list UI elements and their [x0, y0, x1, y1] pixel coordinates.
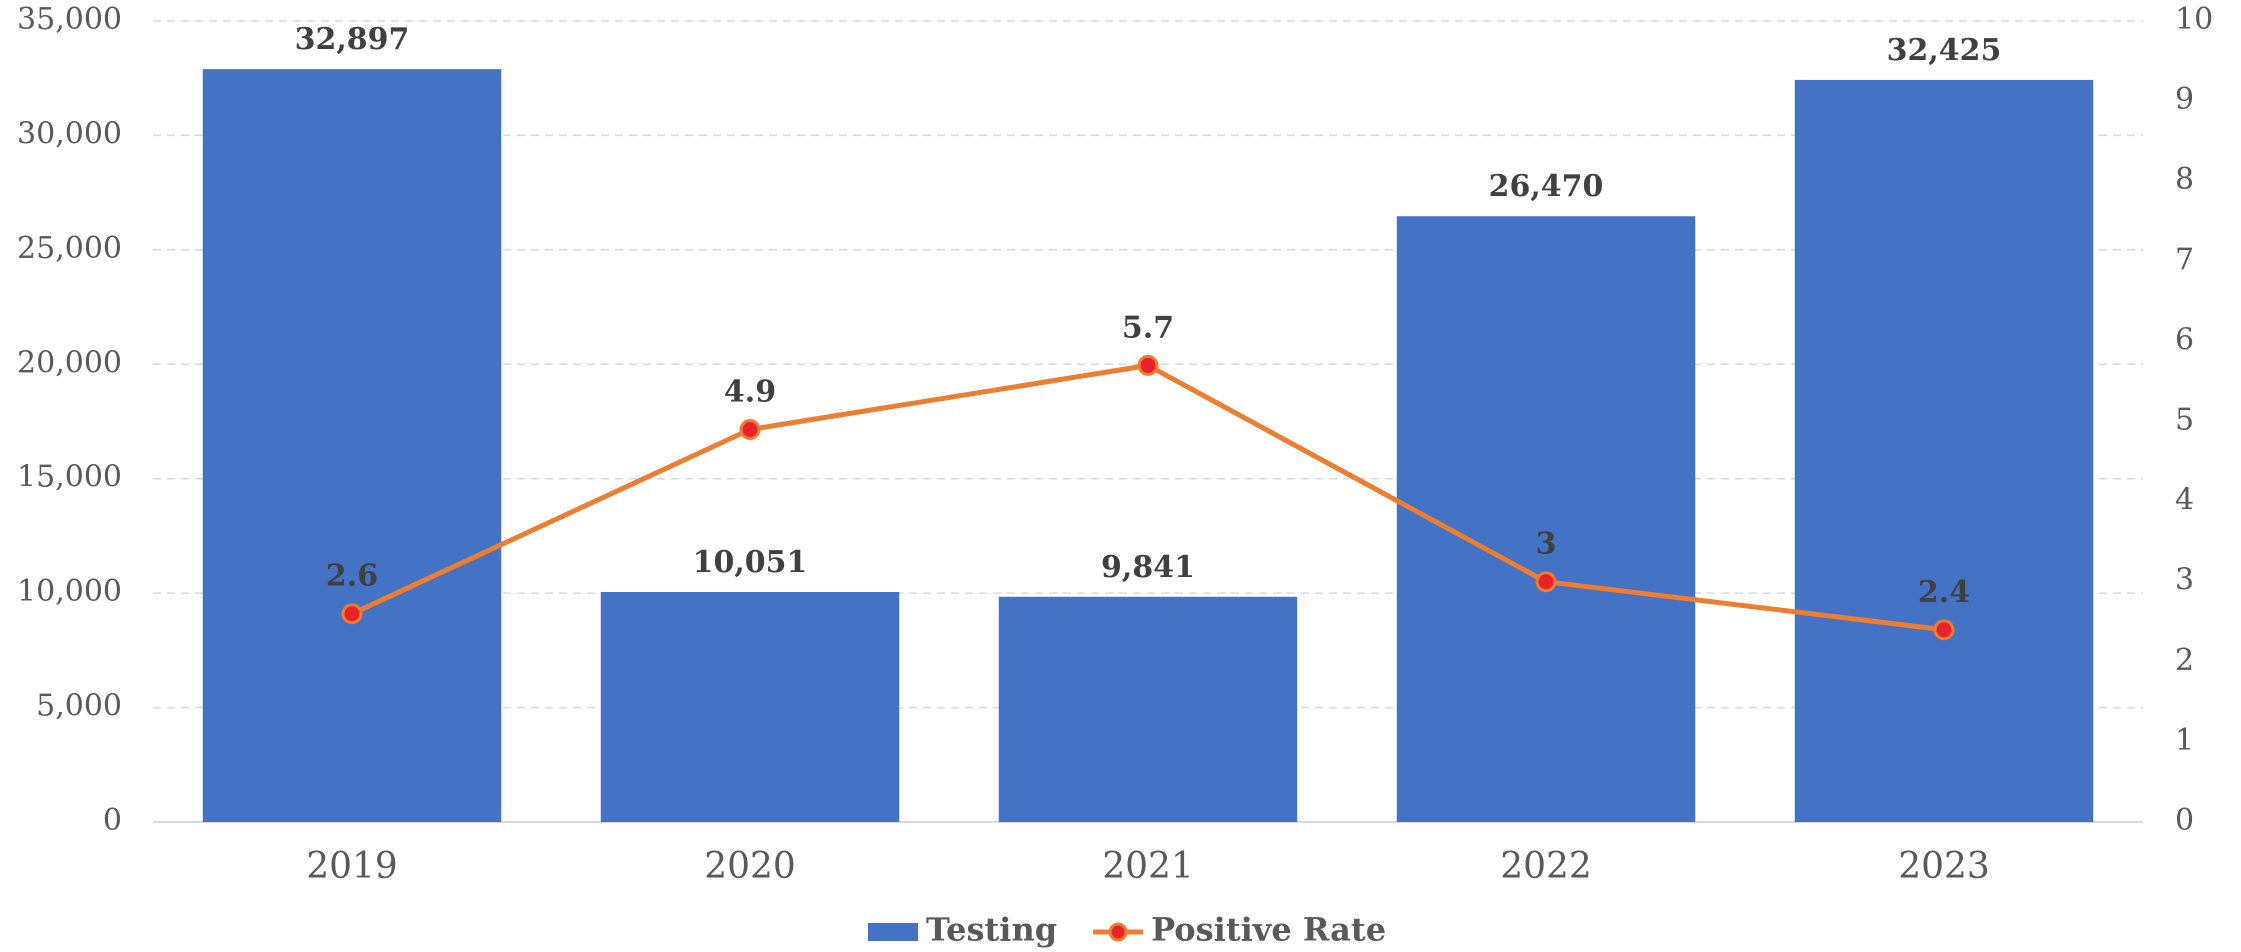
line-value-label: 5.7	[1122, 310, 1174, 345]
x-tick-label: 2023	[1898, 846, 1990, 887]
y2-tick-label: 3	[2175, 563, 2194, 598]
x-tick-label: 2021	[1102, 846, 1194, 887]
bar-value-label: 10,051	[693, 545, 808, 580]
bar	[1794, 79, 2094, 822]
legend-swatch	[868, 923, 918, 941]
y2-tick-label: 7	[2175, 242, 2194, 277]
y2-tick-label: 4	[2175, 483, 2194, 518]
line-marker	[739, 419, 761, 441]
y2-tick-label: 10	[2175, 2, 2213, 37]
y2-tick-label: 6	[2175, 322, 2194, 357]
line-marker	[1137, 354, 1159, 376]
y-tick-label: 35,000	[17, 2, 122, 37]
y2-tick-label: 1	[2175, 723, 2194, 758]
y-tick-label: 30,000	[17, 116, 122, 151]
x-tick-label: 2019	[306, 846, 398, 887]
bar-value-label: 26,470	[1489, 169, 1604, 204]
line-value-label: 2.6	[326, 559, 378, 594]
line-marker	[1933, 619, 1955, 641]
bar	[1396, 216, 1696, 822]
bar-value-label: 32,425	[1887, 33, 2002, 68]
y2-tick-label: 8	[2175, 162, 2194, 197]
x-tick-label: 2022	[1500, 846, 1592, 887]
y2-tick-label: 0	[2175, 803, 2194, 838]
bar	[202, 69, 502, 822]
y-tick-label: 25,000	[17, 231, 122, 266]
line-marker	[1535, 571, 1557, 593]
y-tick-label: 10,000	[17, 574, 122, 609]
x-tick-label: 2020	[704, 846, 796, 887]
line-value-label: 2.4	[1918, 575, 1970, 610]
legend-swatch-marker	[1108, 922, 1128, 942]
legend-label: Positive Rate	[1151, 911, 1386, 949]
y-tick-label: 0	[103, 803, 122, 838]
y2-tick-label: 9	[2175, 82, 2194, 117]
legend-label: Testing	[926, 911, 1057, 949]
bar	[998, 596, 1298, 822]
line-value-label: 3	[1536, 527, 1557, 562]
line-marker	[341, 603, 363, 625]
bar-value-label: 32,897	[295, 22, 410, 57]
y2-tick-label: 2	[2175, 643, 2194, 678]
line	[350, 362, 1945, 633]
y-tick-label: 20,000	[17, 345, 122, 380]
y2-tick-label: 5	[2175, 403, 2194, 438]
y-tick-label: 15,000	[17, 460, 122, 495]
line-value-label: 4.9	[724, 375, 776, 410]
bar	[600, 591, 900, 822]
y-tick-label: 5,000	[36, 689, 122, 724]
bar-value-label: 9,841	[1101, 550, 1195, 585]
